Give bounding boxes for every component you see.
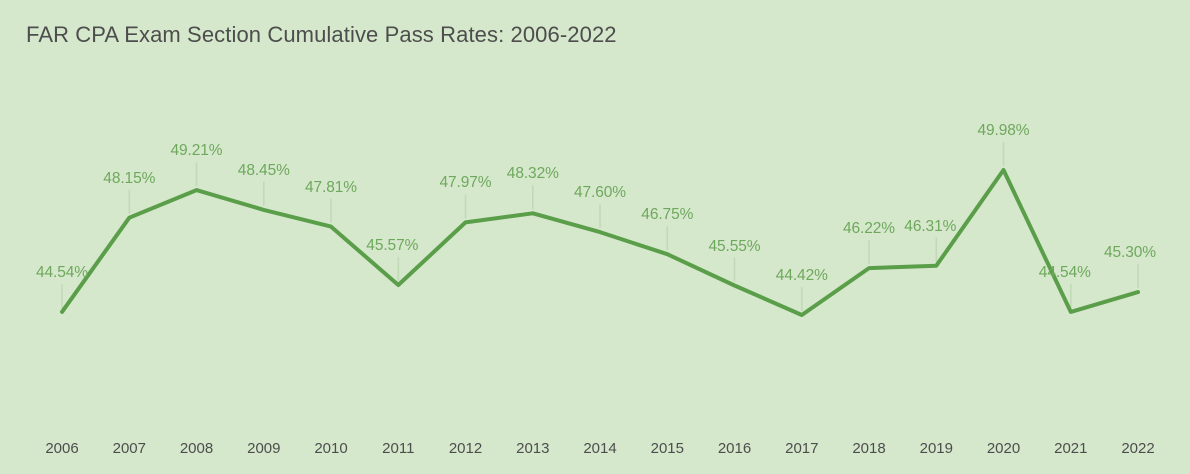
data-point-label: 48.15% [103,169,156,187]
series-line-far-pass-rate [60,168,1140,317]
data-point-label: 46.22% [843,220,895,238]
data-point-label: 49.98% [977,122,1030,139]
x-axis-tick-label: 2014 [583,440,617,457]
data-point-label: 44.54% [1038,263,1091,281]
x-axis-tick-label: 2016 [717,440,752,457]
data-point-label: 46.31% [904,217,957,235]
data-point-label: 44.54% [36,263,88,281]
data-point-label: 45.57% [366,237,419,254]
line-chart-svg [60,142,1140,317]
x-axis-tick-label: 2013 [516,440,550,457]
x-axis-tick-label: 2006 [45,440,79,457]
data-point-label: 49.21% [170,142,223,160]
data-point-label: 47.97% [439,174,492,192]
x-axis-tick-label: 2021 [1054,440,1088,457]
x-axis-tick-label: 2017 [785,440,819,457]
x-axis-tick-label: 2015 [650,440,684,457]
data-point-label: 48.32% [506,165,559,183]
data-point-label: 48.45% [237,161,290,179]
data-point-label: 46.75% [641,206,694,224]
x-axis-tick-label: 2019 [919,440,953,457]
x-axis-tick-label: 2012 [448,440,483,457]
x-axis: 2006 2007 2008 2009 2010 2011 2012 2013 2014 2015… [0,420,1190,474]
chart-title: FAR CPA Exam Section Cumulative Pass Rat… [26,22,617,47]
data-point-label: 45.30% [1104,244,1156,262]
x-axis-tick-label: 2009 [247,440,281,457]
x-axis-tick-label: 2020 [986,440,1021,457]
data-point-label: 47.60% [574,184,626,202]
leader-lines-group [61,142,1139,311]
plot-area: 44.54% 48.15% 49.21% 48.45% 47.81% 45.57% 47.9… [36,122,1156,317]
data-point-label: 47.81% [305,178,357,196]
x-axis-tick-label: 2018 [852,440,886,457]
x-axis-tick-label: 2008 [179,440,214,457]
x-axis-tick-label: 2011 [382,440,415,457]
data-point-label: 45.55% [708,237,761,255]
x-axis-tick-label: 2022 [1121,440,1155,457]
x-axis-tick-label: 2007 [112,440,146,457]
data-point-label: 44.42% [775,267,828,284]
x-axis-tick-label: 2010 [314,440,348,457]
